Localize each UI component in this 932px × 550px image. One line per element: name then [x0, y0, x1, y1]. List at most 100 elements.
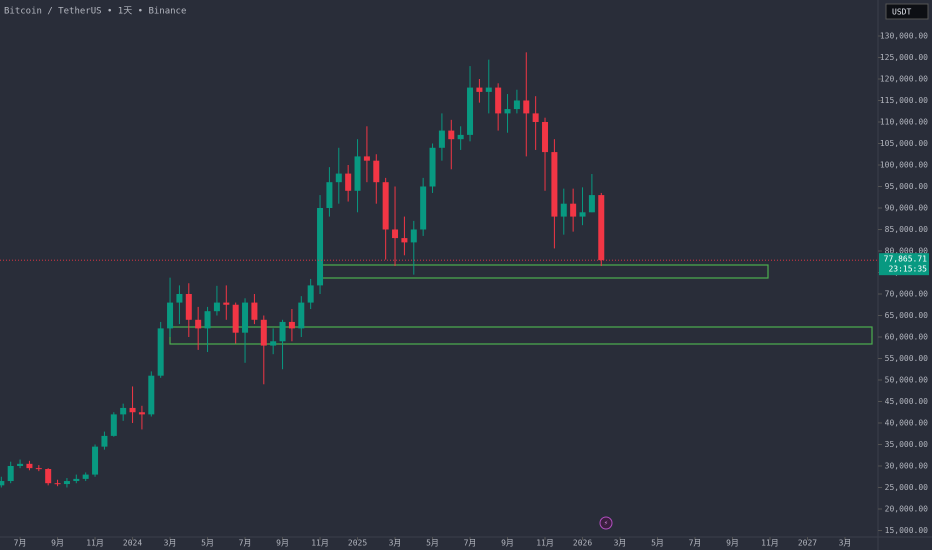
y-tick-label: 15,000.00 [885, 526, 929, 535]
last-price-label: 77,865.71 [884, 255, 928, 264]
candle-body [438, 130, 445, 148]
x-tick-label: 3月 [389, 539, 402, 548]
y-tick-label: 45,000.00 [885, 397, 929, 406]
candle-body [392, 229, 399, 239]
y-tick-label: 50,000.00 [885, 375, 929, 384]
y-tick-label: 95,000.00 [885, 182, 929, 191]
candle-body [92, 446, 99, 475]
candle-body [204, 311, 211, 329]
candle-body [588, 195, 595, 213]
candle-body [363, 156, 370, 161]
y-tick-label: 100,000.00 [880, 160, 928, 169]
candle-body [242, 302, 249, 333]
candle-body [513, 100, 520, 110]
x-tick-label: 9月 [51, 539, 64, 548]
y-tick-label: 115,000.00 [880, 96, 928, 105]
candle-body [251, 302, 258, 320]
chart-title: Bitcoin / TetherUS • 1天 • Binance [4, 7, 186, 17]
x-tick-label: 5月 [426, 539, 439, 548]
x-tick-label: 7月 [239, 539, 252, 548]
candle-body [317, 207, 324, 286]
y-tick-label: 60,000.00 [885, 332, 929, 341]
x-tick-label: 7月 [464, 539, 477, 548]
candle-body [7, 465, 14, 482]
candle-body [35, 468, 42, 470]
candle-body [129, 407, 136, 413]
candle-body [279, 321, 286, 342]
y-tick-label: 125,000.00 [880, 53, 928, 62]
y-tick-label: 120,000.00 [880, 74, 928, 83]
candle-body [579, 212, 586, 217]
x-tick-label: 9月 [726, 539, 739, 548]
candle-body [0, 481, 5, 486]
countdown: 23:15:35 [888, 265, 927, 274]
candle-body [495, 87, 502, 114]
candle-body [185, 293, 192, 320]
y-tick-label: 30,000.00 [885, 461, 929, 470]
x-tick-label: 2025 [348, 539, 367, 548]
candle-body [298, 302, 305, 329]
candle-body [429, 147, 436, 187]
x-tick-label: 11月 [86, 539, 104, 548]
candle-body [457, 134, 464, 140]
x-tick-label: 2024 [123, 539, 142, 548]
last-price-box [879, 253, 929, 276]
candle-body [176, 293, 183, 303]
event-icon[interactable] [599, 516, 613, 530]
candle-body [476, 87, 483, 92]
x-tick-label: 11月 [311, 539, 329, 548]
candle-body [420, 186, 427, 230]
x-tick-label: 5月 [201, 539, 214, 548]
candle-body [485, 87, 492, 92]
candle-body [448, 130, 455, 140]
candle-body [260, 319, 267, 346]
y-tick-label: 20,000.00 [885, 504, 929, 513]
candle-body [148, 375, 155, 415]
x-tick-label: 11月 [536, 539, 554, 548]
candle-body [523, 100, 530, 114]
candle-body [223, 302, 230, 305]
candle-body [504, 109, 511, 114]
candle-body [335, 173, 342, 183]
y-tick-label: 40,000.00 [885, 418, 929, 427]
x-tick-label: 9月 [501, 539, 514, 548]
candle-body [232, 304, 239, 333]
candle-body [82, 474, 89, 479]
x-tick-label: 3月 [839, 539, 852, 548]
x-tick-label: 2026 [573, 539, 592, 548]
candle-body [195, 319, 202, 329]
x-tick-label: 9月 [276, 539, 289, 548]
y-tick-label: 130,000.00 [880, 31, 928, 40]
y-tick-label: 25,000.00 [885, 483, 929, 492]
y-tick-label: 105,000.00 [880, 139, 928, 148]
candle-body [551, 152, 558, 217]
candle-body [288, 321, 295, 329]
candle-body [382, 182, 389, 230]
candle-body [401, 238, 408, 243]
x-tick-label: 7月 [14, 539, 27, 548]
candle-body [157, 328, 164, 376]
candle-body [120, 407, 127, 415]
candle-body [270, 341, 277, 346]
candle-body [307, 285, 314, 303]
y-tick-label: 110,000.00 [880, 117, 928, 126]
currency: USDT [892, 8, 911, 17]
candle-body [326, 182, 333, 208]
candle-body [54, 483, 61, 485]
candle-body [138, 412, 145, 415]
y-tick-label: 85,000.00 [885, 225, 929, 234]
candle-body [63, 481, 70, 485]
candle-body [167, 302, 174, 329]
candle-body [73, 478, 80, 482]
candle-body [532, 113, 539, 122]
y-tick-label: 35,000.00 [885, 440, 929, 449]
x-tick-label: 3月 [164, 539, 177, 548]
candle-body [213, 302, 220, 312]
x-tick-label: 7月 [689, 539, 702, 548]
y-tick-label: 70,000.00 [885, 289, 929, 298]
candle-body [101, 435, 108, 447]
candle-body [373, 160, 380, 183]
